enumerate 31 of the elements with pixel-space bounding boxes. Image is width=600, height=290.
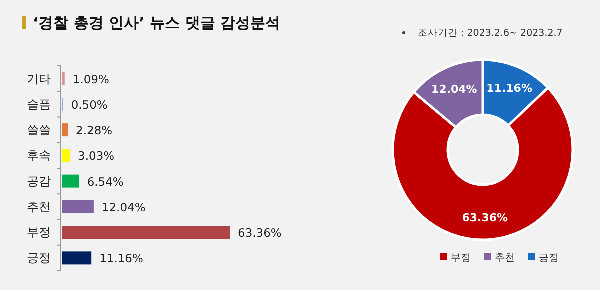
y-tick-label: 긍정 bbox=[27, 251, 51, 266]
y-tick-label: 후속 bbox=[27, 148, 51, 163]
bar bbox=[62, 174, 80, 188]
y-tick-label: 슬픔 bbox=[27, 97, 51, 112]
bar bbox=[62, 149, 70, 162]
chart-subtitle: 조사기간 : 2023.2.6~ 2023.2.7 bbox=[418, 28, 563, 39]
legend-label: 부정 bbox=[451, 253, 471, 264]
y-tick-label: 공감 bbox=[27, 174, 51, 188]
data-label: 2.28% bbox=[76, 124, 113, 138]
data-label: 63.36% bbox=[462, 211, 508, 224]
data-label: 6.54% bbox=[87, 174, 124, 189]
data-label: 11.16% bbox=[486, 82, 533, 95]
data-label: 12.04% bbox=[102, 200, 146, 214]
data-label: 63.36% bbox=[238, 226, 282, 240]
bar bbox=[62, 200, 94, 214]
bar bbox=[62, 72, 65, 86]
chart-title: ‘경찰 총경 인사’ 뉴스 댓글 감성분석 bbox=[33, 14, 281, 32]
data-label: 12.04% bbox=[432, 82, 478, 96]
data-label: 1.09% bbox=[72, 72, 110, 86]
legend-label: 긍정 bbox=[539, 253, 559, 264]
y-tick-label: 부정 bbox=[27, 226, 51, 240]
bar bbox=[62, 124, 68, 137]
bar bbox=[62, 226, 230, 240]
data-label: 11.16% bbox=[100, 252, 144, 266]
bar bbox=[62, 252, 92, 265]
data-label: 0.50% bbox=[71, 98, 108, 112]
y-tick-label: 쓸쓸 bbox=[27, 123, 51, 138]
legend-label: 추천 bbox=[495, 253, 515, 264]
y-tick-label: 추천 bbox=[27, 200, 51, 214]
y-tick-label: 기타 bbox=[27, 72, 51, 86]
data-label: 3.03% bbox=[78, 149, 115, 164]
